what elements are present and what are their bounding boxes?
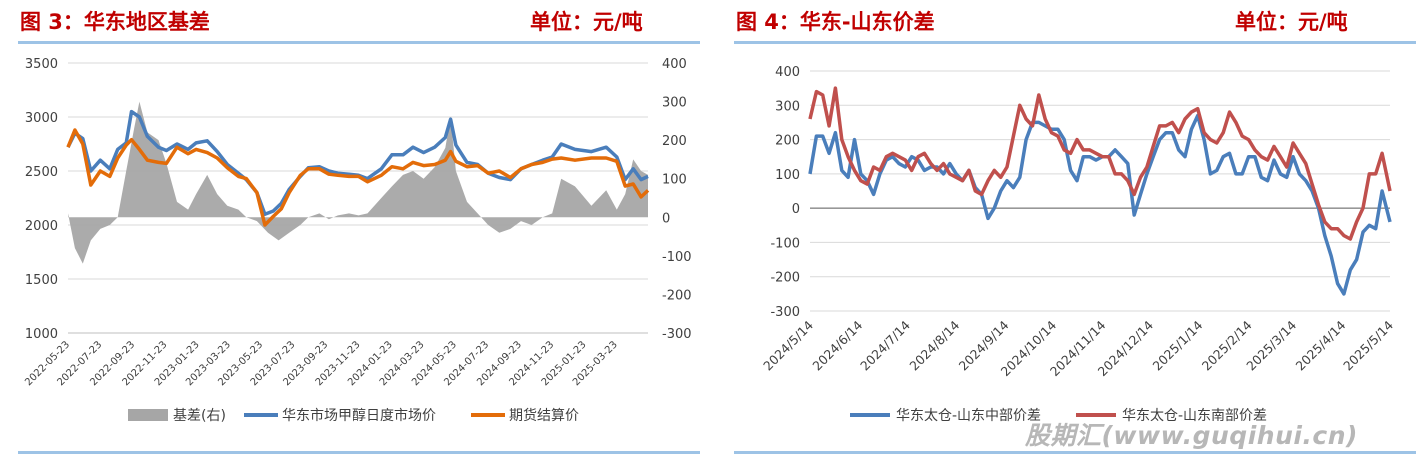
right-x-tick-label: 2024/6/14 bbox=[809, 317, 865, 373]
left-panel: 图 3：华东地区基差 单位：元/吨 1000 1500 2000 2500 3000 35… bbox=[0, 0, 705, 460]
legend-label-basis: 基差(右) bbox=[173, 407, 226, 424]
left-y2-tick-label: -300 bbox=[662, 327, 692, 342]
left-chart-unit: 单位：元/吨 bbox=[530, 10, 643, 34]
watermark: 股期汇(www.guqihui.cn) bbox=[1025, 421, 1358, 450]
south-spread-line bbox=[808, 86, 1392, 241]
left-title-rule bbox=[18, 41, 700, 44]
left-y2-tick-label: 300 bbox=[662, 96, 687, 111]
right-y-tick-label: 400 bbox=[775, 65, 800, 80]
right-x-tick-label: 2024/8/14 bbox=[906, 317, 962, 373]
spot-price-line bbox=[66, 109, 649, 216]
right-y-tick-label: 0 bbox=[792, 202, 800, 217]
left-y-tick-label: 3000 bbox=[25, 111, 58, 126]
left-chart: 1000 1500 2000 2500 3000 3500 -300 -200 -100 0 100… bbox=[23, 57, 692, 424]
right-y-tick-label: -300 bbox=[770, 305, 800, 320]
right-panel: 图 4：华东-山东价差 单位：元/吨 -300 -200 -100 0 100 200 30… bbox=[730, 0, 1420, 460]
left-y2-tick-label: 0 bbox=[662, 211, 670, 226]
central-spread-line bbox=[808, 113, 1392, 296]
left-y-tick-label: 3500 bbox=[25, 57, 58, 72]
left-y-tick-label: 1000 bbox=[25, 327, 58, 342]
right-chart-unit: 单位：元/吨 bbox=[1235, 10, 1348, 34]
right-y-tick-label: 300 bbox=[775, 99, 800, 114]
right-x-tick-label: 2025/4/14 bbox=[1293, 317, 1349, 373]
left-y2-tick-label: 100 bbox=[662, 173, 687, 188]
legend-swatch-basis bbox=[128, 409, 168, 421]
left-y2-tick-label: 400 bbox=[662, 57, 687, 72]
left-y-tick-label: 2000 bbox=[25, 219, 58, 234]
right-bottom-rule bbox=[734, 451, 1416, 454]
legend-label-central-spread: 华东太仓-山东中部价差 bbox=[896, 408, 1041, 424]
right-chart: -300 -200 -100 0 100 200 300 400 2024/5/142024/6… bbox=[760, 65, 1396, 424]
left-bottom-rule bbox=[18, 451, 700, 454]
right-x-tick-label: 2025/1/14 bbox=[1150, 317, 1206, 373]
right-chart-title: 图 4：华东-山东价差 bbox=[736, 10, 935, 34]
futures-settlement-line bbox=[66, 128, 650, 227]
left-y-tick-label: 1500 bbox=[25, 273, 58, 288]
right-x-tick-label: 2024/5/14 bbox=[760, 317, 816, 373]
left-y-tick-label: 2500 bbox=[25, 165, 58, 180]
basis-area bbox=[68, 101, 648, 264]
right-x-tick-label: 2025/5/14 bbox=[1340, 317, 1396, 373]
legend-label-spot-price: 华东市场甲醇日度市场价 bbox=[282, 407, 436, 424]
right-y-tick-label: 200 bbox=[775, 134, 800, 149]
legend-label-south-spread: 华东太仓-山东南部价差 bbox=[1122, 408, 1267, 424]
right-y-tick-label: -100 bbox=[770, 236, 800, 251]
left-y2-tick-label: 200 bbox=[662, 134, 687, 149]
right-x-tick-label: 2024/7/14 bbox=[857, 317, 913, 373]
right-y-tick-label: -200 bbox=[770, 271, 800, 286]
legend-label-futures-settlement: 期货结算价 bbox=[509, 407, 579, 424]
left-chart-title: 图 3：华东地区基差 bbox=[20, 10, 210, 34]
left-y2-tick-label: -200 bbox=[662, 288, 692, 303]
left-y2-tick-label: -100 bbox=[662, 250, 692, 265]
right-title-rule bbox=[734, 41, 1416, 44]
right-y-tick-label: 100 bbox=[775, 168, 800, 183]
